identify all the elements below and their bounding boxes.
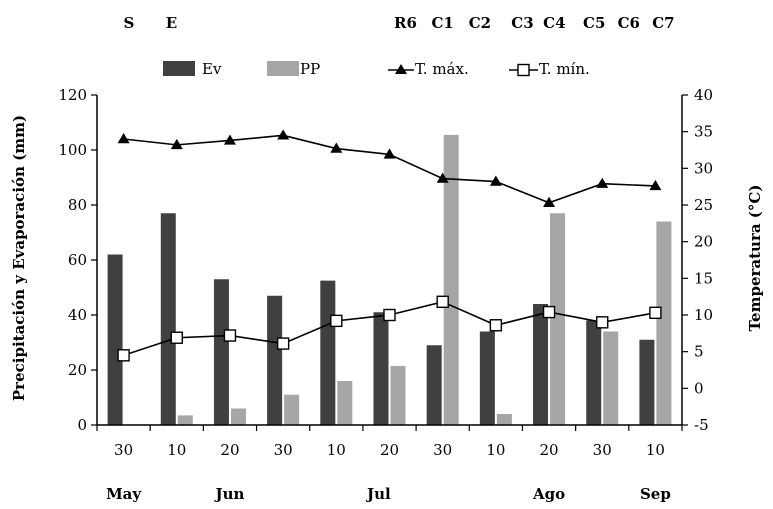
tmax-point — [489, 175, 502, 186]
tmin-point — [596, 316, 609, 329]
right-tick-label: 15 — [694, 269, 713, 287]
bar-ev — [107, 254, 123, 425]
month-label: Jun — [213, 485, 244, 503]
right-tick-label: 0 — [694, 379, 704, 397]
stage-label: E — [166, 14, 177, 32]
legend-swatch-ev — [163, 61, 195, 76]
legend-marker-tmin — [517, 63, 530, 77]
bar-ev — [213, 279, 229, 425]
stage-label: C7 — [652, 14, 674, 32]
stage-label: R6 — [394, 14, 417, 32]
right-tick-label: 40 — [694, 86, 713, 104]
tmax-point — [543, 196, 556, 207]
tmax-point — [436, 172, 449, 183]
stage-label: C5 — [583, 14, 605, 32]
x-tick-label: 20 — [220, 441, 239, 459]
x-tick-label: 10 — [327, 441, 346, 459]
bar-ev — [320, 280, 336, 425]
bar-ev — [639, 339, 655, 425]
stage-label: C2 — [469, 14, 491, 32]
month-label: May — [106, 485, 142, 503]
tmin-point — [489, 319, 503, 332]
tmax-point — [649, 179, 662, 191]
left-axis-title: Precipitación y Evaporación (mm) — [10, 115, 28, 401]
legend-marker-tmax — [395, 64, 407, 74]
bar-pp — [337, 381, 353, 425]
legend-label-pp: PP — [300, 60, 320, 78]
x-tick-label: 30 — [433, 441, 452, 459]
x-tick-label: 10 — [486, 441, 505, 459]
right-tick-label: 5 — [694, 343, 704, 361]
stage-label: C3 — [511, 14, 533, 32]
bar-ev — [373, 312, 389, 425]
x-tick-label: 30 — [274, 441, 293, 459]
stage-label: C1 — [431, 14, 453, 32]
tmin-point — [170, 331, 183, 344]
tmax-point — [170, 138, 183, 150]
tmax-point — [117, 133, 130, 144]
x-tick-label: 20 — [380, 441, 399, 459]
right-tick-label: 25 — [694, 196, 713, 214]
bar-pp — [284, 394, 300, 425]
x-tick-label: 30 — [593, 441, 612, 459]
tmin-point — [542, 305, 556, 319]
left-tick-label: 40 — [68, 306, 87, 324]
bar-ev — [160, 213, 176, 425]
stage-label: S — [123, 14, 134, 32]
left-tick-label: 0 — [77, 416, 87, 434]
bar-pp — [390, 365, 406, 425]
tmin-point — [117, 349, 130, 362]
x-tick-label: 30 — [114, 441, 133, 459]
month-label: Jul — [365, 485, 391, 503]
tmax-point — [596, 177, 609, 188]
tmin-point — [436, 295, 449, 308]
left-tick-label: 60 — [68, 251, 87, 269]
legend-label-tmax: T. máx. — [415, 60, 469, 78]
tmin-point — [276, 337, 290, 350]
tmax-point — [223, 134, 236, 145]
bar-ev — [267, 295, 283, 425]
month-label: Ago — [532, 485, 565, 503]
x-tick-label: 10 — [167, 441, 186, 459]
x-tick-label: 20 — [539, 441, 558, 459]
tmax-point — [277, 129, 290, 140]
bar-pp — [656, 221, 672, 425]
bar-pp — [603, 331, 619, 425]
legend-swatch-pp — [267, 61, 299, 76]
right-tick-label: 35 — [694, 123, 713, 141]
legend-label-tmin: T. mín. — [539, 60, 590, 78]
left-tick-label: 20 — [68, 361, 87, 379]
bar-pp — [177, 415, 193, 425]
bar-pp — [550, 213, 566, 425]
tmin-point — [383, 308, 396, 322]
month-label: Sep — [640, 485, 671, 503]
bar-ev — [426, 345, 442, 425]
legend-label-ev: Ev — [202, 60, 222, 78]
x-tick-label: 10 — [646, 441, 665, 459]
tmax-line — [123, 134, 656, 204]
left-tick-label: 100 — [58, 141, 87, 159]
tmin-point — [649, 306, 662, 319]
tmax-point — [383, 148, 396, 159]
left-tick-label: 80 — [68, 196, 87, 214]
tmin-point — [330, 314, 343, 328]
bar-pp — [496, 414, 512, 425]
right-tick-label: 10 — [694, 306, 713, 324]
bar-ev — [479, 331, 495, 425]
stage-label: C6 — [618, 14, 640, 32]
tmin-point — [223, 329, 237, 342]
tmax-point — [330, 142, 343, 153]
right-tick-label: -5 — [694, 416, 709, 434]
bar-ev — [586, 320, 602, 425]
right-axis-title: Temperatura (°C) — [746, 185, 764, 332]
stage-label: C4 — [543, 14, 565, 32]
bar-pp — [443, 134, 459, 425]
left-tick-label: 120 — [58, 86, 87, 104]
right-tick-label: 20 — [694, 233, 713, 251]
right-tick-label: 30 — [694, 159, 713, 177]
bar-ev — [533, 304, 549, 425]
bar-pp — [230, 408, 246, 425]
